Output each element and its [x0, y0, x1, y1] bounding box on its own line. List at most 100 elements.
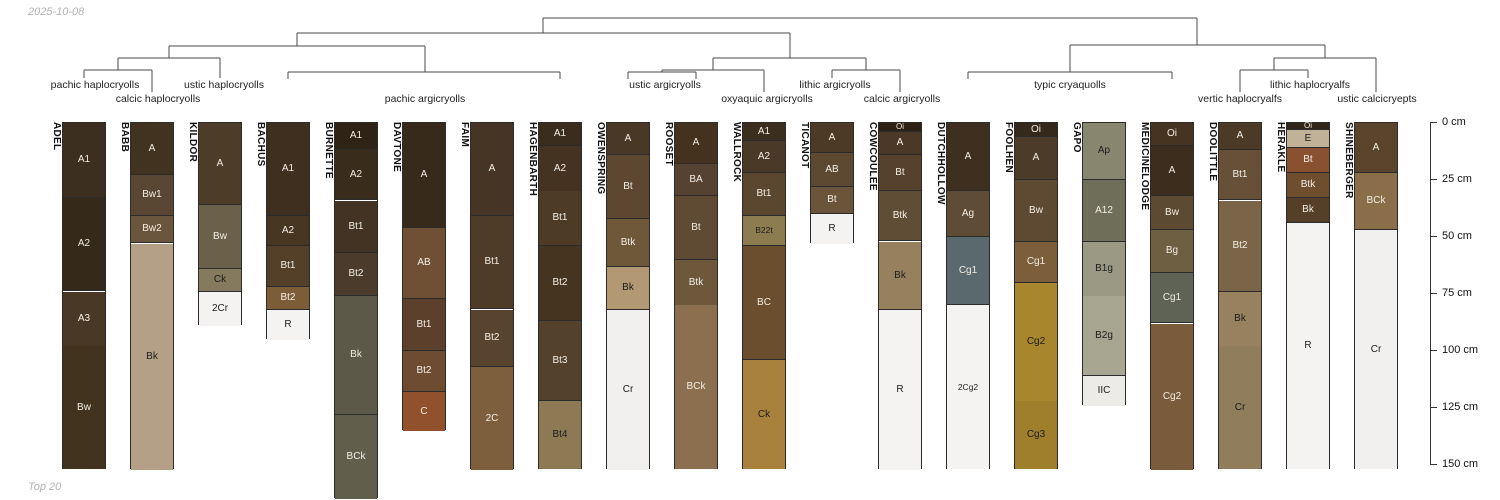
horizon: A: [1219, 123, 1261, 150]
taxon-label: calcic argicryolls: [863, 93, 941, 105]
horizon-label: Cr: [622, 384, 634, 395]
horizon-label: A: [692, 137, 700, 148]
horizon: Bt: [607, 155, 649, 219]
horizon: B1g: [1083, 242, 1125, 297]
profile-column: A1 A2 A3 Bw: [62, 122, 106, 469]
horizon: A: [1015, 137, 1057, 180]
taxon-label: calcic haplocryolls: [115, 93, 201, 105]
horizon-label: Bt: [691, 221, 701, 233]
horizon: Bt1: [1219, 150, 1261, 200]
horizon: Cg1: [1015, 242, 1057, 283]
horizon: A: [607, 123, 649, 155]
profile-column: A Ag Cg1 2Cg2: [946, 122, 990, 469]
horizon-label: A: [488, 163, 496, 174]
profile-column: A AB Bt R: [810, 122, 854, 244]
horizon: BCk: [1355, 173, 1397, 230]
profile-name: GAPO: [1071, 122, 1082, 153]
horizon-label: A: [896, 137, 904, 148]
horizon-label: B2g: [1095, 329, 1113, 341]
profile-column: A AB Bt1 Bt2 C: [402, 122, 446, 431]
profile-name: COWCOULEE: [867, 122, 878, 191]
horizon: A: [131, 123, 173, 175]
depth-axis-tick-label: 75 cm: [1442, 287, 1472, 299]
horizon: 2Cg2: [947, 305, 989, 469]
taxon-label: pachic haplocryolls: [50, 79, 140, 91]
horizon-label: A: [964, 150, 972, 162]
horizon: A: [471, 123, 513, 216]
horizon-label: Bt: [827, 194, 837, 205]
horizon: IIC: [1083, 376, 1125, 406]
profile-column: Oi E Bt Btk Bk R: [1286, 122, 1330, 469]
horizon-label: Oi: [896, 122, 904, 131]
horizon: Cg3: [1015, 401, 1057, 469]
horizon-label: Bk: [894, 269, 906, 281]
horizon: A2: [539, 146, 581, 192]
profile-column: A1 A2 Bt1 Bt2 Bt3 Bt4: [538, 122, 582, 469]
horizon: Btk: [1287, 173, 1329, 198]
horizon-label: Bg: [1165, 245, 1179, 256]
depth-axis-tick: [1430, 236, 1437, 237]
horizon-label: Ag: [961, 207, 975, 219]
horizon-label: Bk: [1234, 313, 1246, 324]
profile-name: SHINEBERGER: [1343, 122, 1354, 199]
taxon-label: oxyaquic argicryolls: [721, 93, 813, 105]
horizon-label: Bt1: [484, 256, 500, 267]
profile-column: A Bw1 Bw2 Bk: [130, 122, 174, 470]
horizon-label: Bt1: [1232, 168, 1248, 180]
horizon: Bw: [1015, 180, 1057, 242]
profile-column: Ap A12 B1g B2g IIC: [1082, 122, 1126, 406]
profile-name: MEDICINELODGE: [1139, 122, 1150, 211]
depth-axis-tick-label: 25 cm: [1442, 173, 1472, 185]
depth-axis-tick-label: 100 cm: [1442, 344, 1479, 356]
horizon-label: BA: [689, 173, 703, 185]
horizon-label: Bt2: [484, 332, 500, 343]
horizon-label: 2Cr: [211, 303, 229, 314]
horizon-label: Bt: [1303, 154, 1313, 165]
horizon-label: BCk: [346, 451, 366, 462]
horizon-label: BCk: [1366, 195, 1386, 206]
profile-column: A Bt1 Bt2 2C: [470, 122, 514, 470]
horizon-label: A: [1236, 130, 1244, 141]
horizon-label: Cr: [1234, 401, 1246, 413]
horizon: Bw: [63, 346, 105, 469]
horizon-label: BC: [757, 296, 771, 308]
horizon: A: [811, 123, 853, 153]
horizon: R: [1287, 223, 1329, 469]
horizon-label: Bt4: [552, 429, 568, 440]
horizon: Bk: [131, 244, 173, 470]
horizon: Oi: [879, 123, 921, 132]
horizon-label: BCk: [686, 381, 706, 392]
horizon-label: 2Cg2: [957, 381, 979, 392]
horizon: Bt2: [403, 351, 445, 392]
horizon: Bk: [1219, 292, 1261, 347]
horizon-label: Cr: [1370, 343, 1382, 355]
horizon: A1: [63, 123, 105, 198]
horizon-label: A2: [77, 238, 91, 249]
horizon-label: R: [1304, 340, 1312, 351]
footer-label: Top 20: [28, 481, 62, 493]
depth-axis-tick: [1430, 293, 1437, 294]
horizon-label: Bk: [146, 351, 158, 362]
horizon-label: A: [624, 132, 632, 144]
horizon: A3: [63, 292, 105, 347]
horizon-label: A: [420, 169, 428, 180]
profile-name: DUTCHHOLLOW: [935, 122, 946, 205]
profile-name: BACHUS: [255, 122, 266, 167]
horizon-label: Cg2: [1162, 391, 1182, 402]
horizon: A1: [267, 123, 309, 216]
horizon-label: A2: [757, 150, 771, 162]
horizon: A: [199, 123, 241, 205]
horizon-label: Bt2: [416, 365, 432, 376]
horizon-label: Cg3: [1026, 429, 1046, 440]
horizon: A2: [335, 150, 377, 200]
profile-column: A1 A2 Bt1 B22t BC Ck: [742, 122, 786, 469]
horizon-label: Bt1: [280, 260, 296, 271]
horizon-label: Bt2: [348, 268, 364, 279]
horizon: R: [879, 310, 921, 470]
horizon-label: A1: [77, 154, 91, 165]
taxon-label: vertic haplocryalfs: [1197, 93, 1283, 105]
horizon: Oi: [1287, 122, 1329, 130]
horizon: Btk: [879, 191, 921, 241]
horizon-label: Bk: [1302, 204, 1314, 215]
horizon-label: IIC: [1097, 385, 1111, 396]
